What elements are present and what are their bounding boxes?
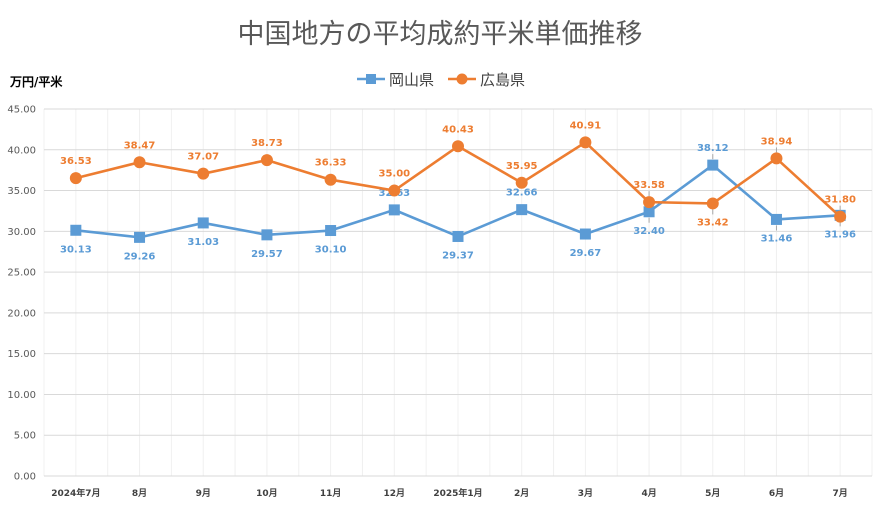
series-layer: 30.1329.2631.0329.5730.1032.6329.3732.66…	[60, 120, 856, 262]
data-point	[706, 197, 719, 210]
data-label: 38.94	[761, 136, 793, 147]
y-tick-label: 10.00	[7, 390, 36, 401]
legend-label-hiroshima: 広島県	[480, 71, 525, 89]
legend-item-okayama: 岡山県	[357, 71, 434, 89]
x-tick-label: 10月	[256, 488, 278, 499]
y-tick-label: 15.00	[7, 349, 36, 360]
data-label: 36.33	[315, 158, 347, 169]
x-tick-label: 2月	[514, 488, 529, 499]
data-point	[516, 204, 528, 216]
data-label: 38.12	[697, 143, 729, 154]
data-label: 29.37	[442, 250, 474, 261]
data-label: 38.47	[124, 140, 156, 151]
data-label: 29.57	[251, 249, 283, 260]
data-point	[261, 229, 273, 241]
data-point	[643, 196, 656, 209]
data-label: 31.80	[824, 195, 856, 206]
y-axis-unit-label: 万円/平米	[9, 74, 63, 89]
data-label: 31.96	[824, 229, 856, 240]
data-label: 33.42	[697, 217, 729, 228]
x-tick-label: 12月	[384, 488, 406, 499]
data-label: 30.13	[60, 244, 92, 255]
x-tick-label: 3月	[578, 488, 593, 499]
data-point	[134, 231, 146, 243]
data-point	[643, 206, 655, 218]
x-tick-label: 8月	[132, 488, 147, 499]
y-tick-label: 5.00	[14, 431, 36, 442]
series-0: 30.1329.2631.0329.5730.1032.6329.3732.66…	[60, 143, 856, 262]
data-label: 30.10	[315, 245, 347, 256]
x-tick-label: 2025年1月	[433, 487, 482, 499]
legend-item-hiroshima: 広島県	[448, 71, 525, 89]
data-point	[388, 184, 401, 197]
data-label: 37.07	[187, 152, 219, 163]
data-point	[70, 224, 82, 236]
x-tick-label: 7月	[833, 488, 848, 499]
data-point	[452, 140, 464, 153]
data-label: 29.26	[124, 251, 156, 262]
y-tick-label: 0.00	[14, 472, 36, 483]
x-tick-label: 11月	[320, 488, 342, 499]
data-point	[707, 159, 719, 171]
data-label: 31.03	[187, 237, 219, 248]
y-tick-label: 35.00	[7, 186, 36, 197]
data-point	[388, 204, 400, 216]
data-label: 40.43	[442, 124, 474, 135]
data-point	[579, 136, 592, 149]
x-tick-label: 9月	[196, 488, 211, 499]
y-tick-label: 30.00	[7, 227, 36, 238]
legend-label-okayama: 岡山県	[389, 71, 434, 89]
y-tick-label: 25.00	[7, 268, 36, 279]
x-tick-label: 4月	[641, 488, 656, 499]
data-label: 32.40	[633, 226, 665, 237]
gridlines	[43, 108, 873, 477]
data-point	[325, 225, 337, 237]
data-point	[770, 152, 783, 165]
x-tick-label: 2024年7月	[51, 487, 100, 499]
data-point	[324, 173, 337, 186]
data-point	[515, 176, 528, 189]
y-tick-label: 45.00	[7, 105, 36, 116]
data-point	[69, 172, 82, 185]
y-tick-label: 40.00	[7, 145, 36, 156]
data-point	[770, 213, 782, 225]
x-tick-label: 6月	[769, 488, 784, 499]
x-axis: 2024年7月 8月 9月 10月 11月 12月 2025年1月 2月 3月 4月 5月 6月 7月	[51, 487, 848, 499]
data-point	[579, 228, 591, 240]
legend: 岡山県 広島県	[357, 71, 525, 89]
data-label: 32.66	[506, 188, 538, 199]
data-label: 35.95	[506, 161, 538, 172]
data-point	[452, 230, 464, 242]
data-label: 33.58	[633, 180, 665, 191]
data-point	[834, 210, 847, 223]
data-point	[197, 217, 209, 229]
series-1: 36.53 38.47 37.07 38.73 36.33 35.00 40.43 35.95…	[60, 120, 856, 228]
y-tick-label: 20.00	[7, 308, 36, 319]
data-point	[260, 154, 273, 167]
data-point	[133, 156, 146, 169]
data-label: 31.46	[761, 233, 793, 244]
x-tick-label: 5月	[705, 488, 720, 499]
data-label: 29.67	[570, 248, 602, 259]
data-label: 38.73	[251, 138, 283, 149]
data-label: 40.91	[570, 120, 602, 131]
data-point	[197, 167, 210, 180]
data-label: 36.53	[60, 156, 92, 167]
chart-title: 中国地方の平均成約平米単価推移	[238, 19, 643, 50]
data-label: 35.00	[378, 169, 410, 180]
y-axis: 0.00 5.00 10.00 15.00 20.00 25.00 30.00 35.00 40…	[7, 105, 36, 483]
